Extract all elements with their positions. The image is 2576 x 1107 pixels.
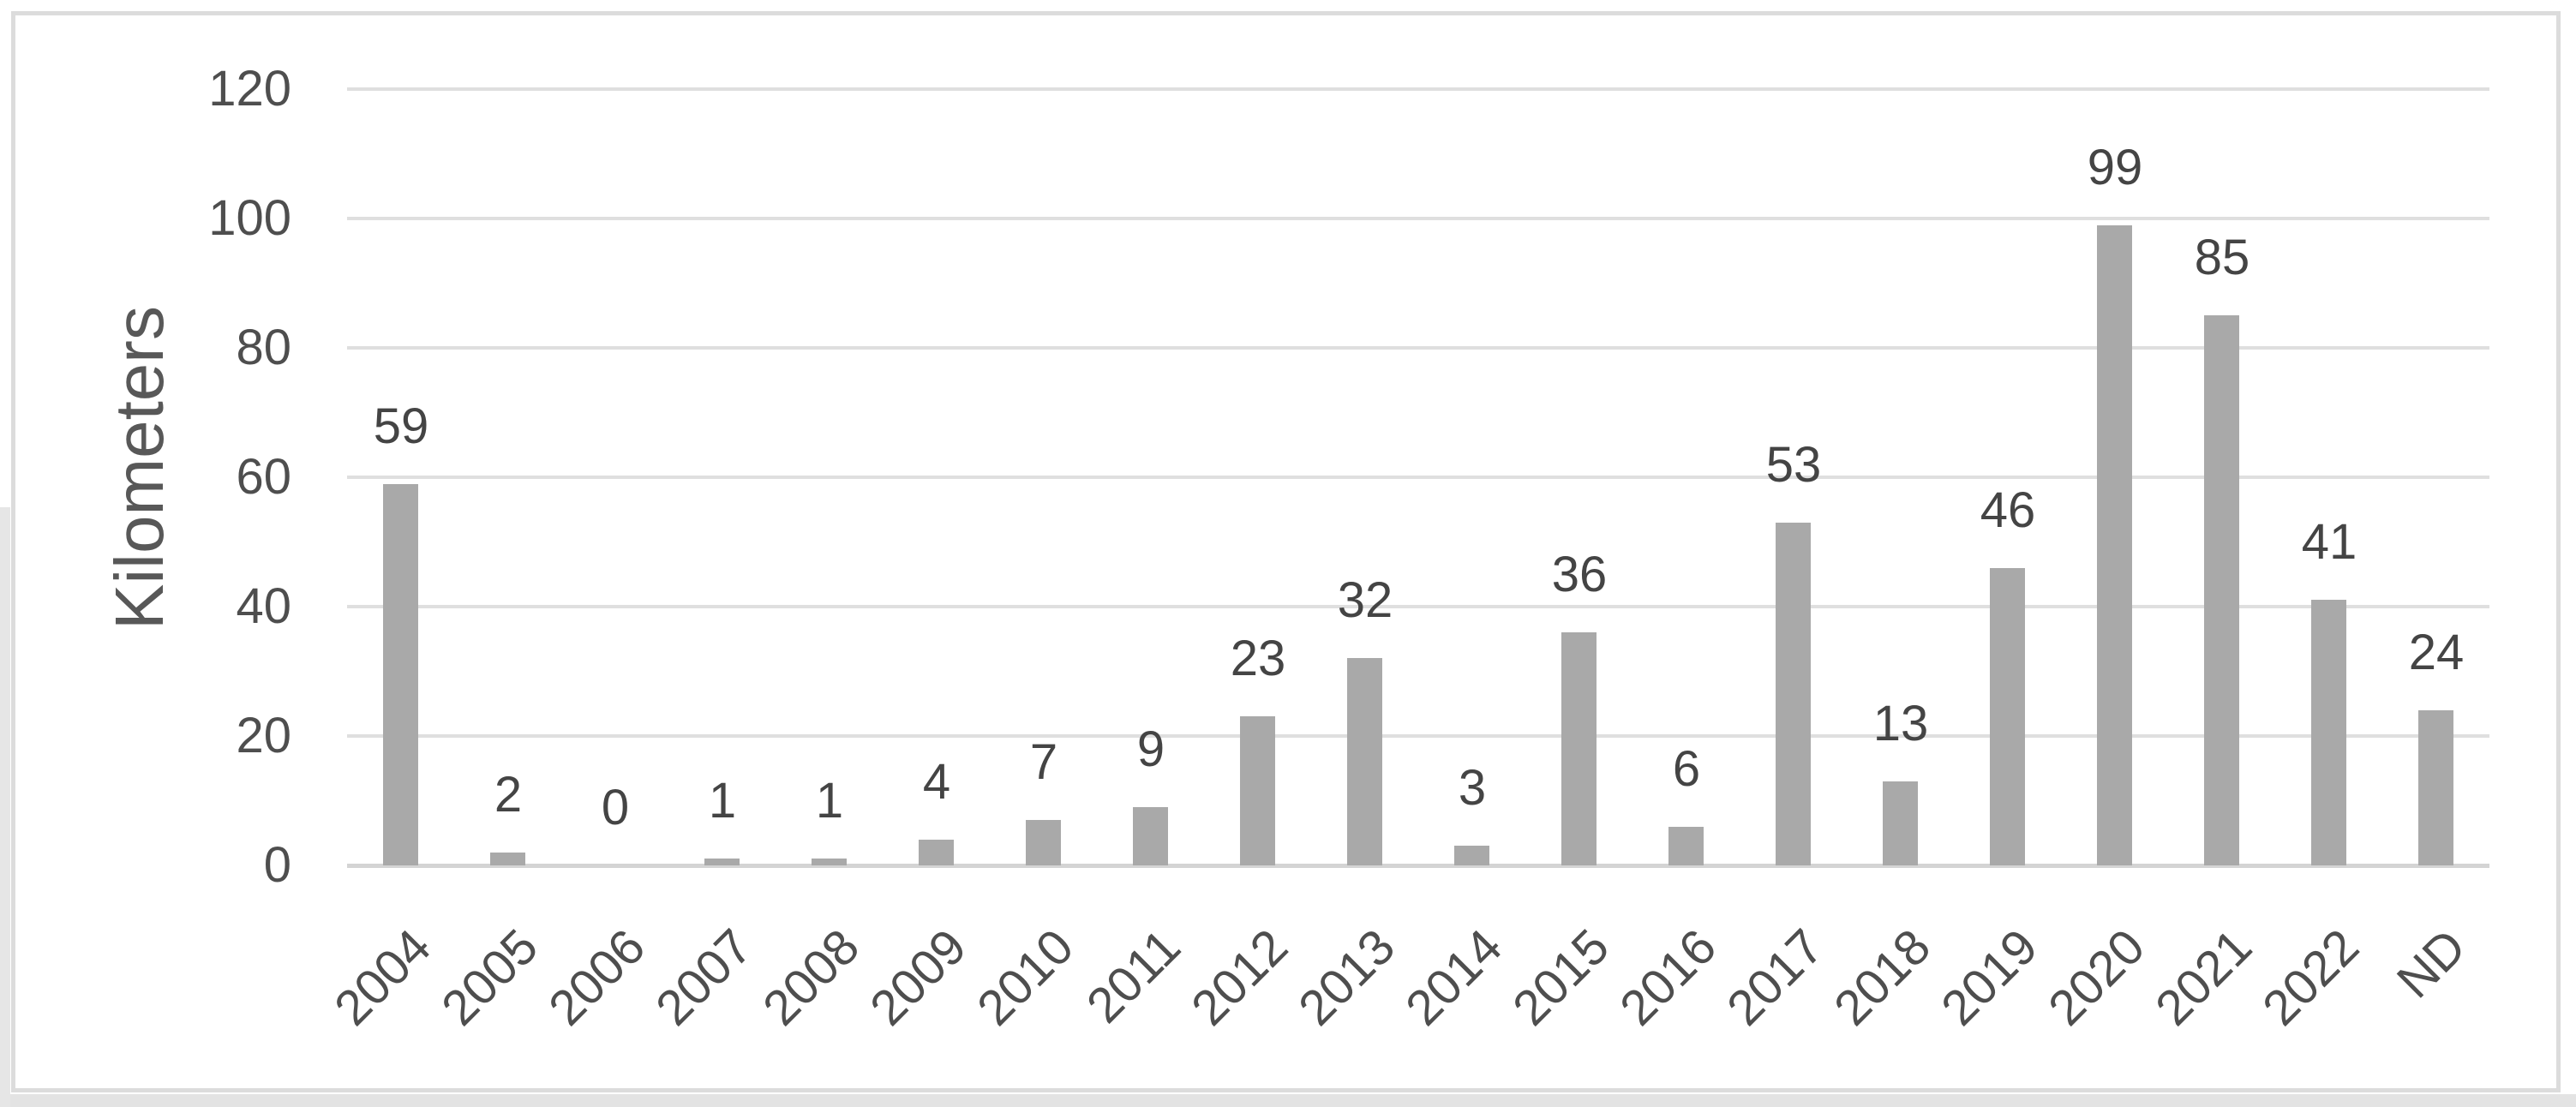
y-tick-label: 40 — [236, 578, 291, 634]
bar — [812, 859, 847, 865]
x-tick-label: 2013 — [1287, 919, 1406, 1037]
gridline — [347, 346, 2489, 350]
bar — [1026, 820, 1061, 865]
x-tick-label: 2009 — [859, 919, 978, 1037]
chart-frame — [11, 11, 2561, 1092]
data-label: 7 — [1029, 734, 1058, 790]
bar — [1990, 568, 2025, 865]
y-tick-label: 80 — [236, 320, 291, 375]
bar — [919, 840, 954, 865]
bar — [2204, 315, 2239, 865]
data-label: 6 — [1672, 741, 1701, 797]
bar — [1776, 523, 1811, 865]
data-label: 0 — [601, 780, 630, 835]
x-tick-label: 2010 — [966, 919, 1085, 1037]
x-tick-label: 2007 — [644, 919, 764, 1037]
data-label: 53 — [1765, 437, 1822, 493]
x-tick-label: 2015 — [1501, 919, 1620, 1037]
bar — [1883, 781, 1918, 865]
data-label: 9 — [1136, 721, 1165, 777]
data-label: 59 — [373, 398, 429, 454]
x-tick-label: 2017 — [1716, 919, 1835, 1037]
x-tick-label: 2014 — [1394, 919, 1513, 1037]
data-label: 1 — [708, 773, 737, 829]
y-tick-label: 0 — [263, 837, 291, 893]
gridline — [347, 87, 2489, 91]
x-tick-label: 2016 — [1609, 919, 1728, 1037]
x-tick-label: 2006 — [537, 919, 656, 1037]
gridline — [347, 734, 2489, 738]
x-tick-label: 2021 — [2144, 919, 2263, 1037]
x-tick-label: 2022 — [2251, 919, 2370, 1037]
data-label: 2 — [494, 767, 523, 823]
bar — [1347, 658, 1382, 865]
bar — [1668, 827, 1704, 865]
data-label: 85 — [2194, 230, 2250, 285]
bar — [704, 859, 740, 865]
bar — [490, 853, 525, 865]
y-tick-label: 120 — [208, 61, 291, 117]
x-tick-label: 2020 — [2037, 919, 2156, 1037]
x-tick-label: 2011 — [1075, 919, 1192, 1034]
x-tick-label: 2004 — [323, 919, 442, 1037]
data-label: 24 — [2408, 625, 2465, 680]
bar — [1133, 807, 1168, 865]
data-label: 13 — [1872, 696, 1929, 751]
data-label: 32 — [1337, 572, 1393, 628]
y-tick-label: 20 — [236, 708, 291, 763]
x-tick-label: 2012 — [1180, 919, 1299, 1037]
x-tick-label: 2018 — [1823, 919, 1942, 1037]
bar — [1240, 716, 1275, 865]
bar — [383, 484, 418, 865]
data-label: 99 — [2087, 140, 2143, 195]
y-tick-label: 60 — [236, 449, 291, 505]
y-axis-title: Kilometers — [101, 306, 177, 630]
data-label: 36 — [1551, 547, 1608, 602]
gridline — [347, 476, 2489, 479]
x-axis-line — [347, 864, 2489, 868]
data-label: 4 — [922, 754, 951, 810]
bar — [2418, 710, 2453, 865]
bar — [2097, 225, 2132, 865]
gridline — [347, 217, 2489, 220]
page-edge-shadow-left — [0, 507, 10, 1107]
x-tick-label: ND — [2386, 919, 2477, 1009]
y-tick-label: 100 — [208, 190, 291, 246]
x-tick-label: 2005 — [430, 919, 549, 1037]
gridline — [347, 605, 2489, 608]
x-tick-label: 2008 — [752, 919, 871, 1037]
data-label: 46 — [1980, 482, 2036, 538]
bar — [1561, 632, 1597, 865]
data-label: 23 — [1230, 631, 1286, 686]
data-label: 41 — [2301, 514, 2357, 570]
bar — [1454, 846, 1489, 865]
data-label: 1 — [815, 773, 844, 829]
data-label: 3 — [1458, 760, 1487, 816]
page-edge-shadow-bottom — [0, 1094, 2576, 1107]
x-tick-label: 2019 — [1930, 919, 2049, 1037]
bar — [2311, 600, 2346, 865]
